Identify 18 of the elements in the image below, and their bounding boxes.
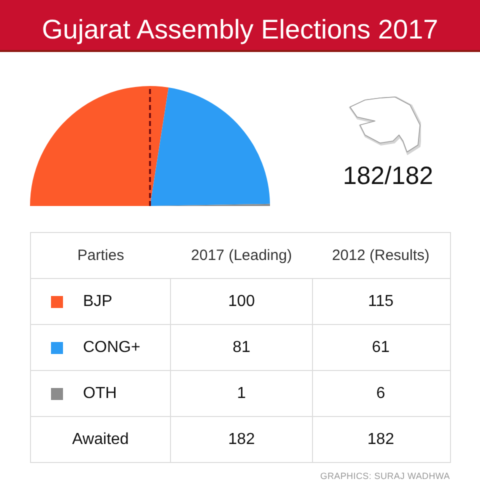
slice-label: 2017 (Leading) <box>191 247 292 264</box>
data-label: 1 <box>237 384 246 402</box>
legend-label: OTH <box>83 384 117 402</box>
legend-title: Parties <box>77 247 124 264</box>
text: 182/182 <box>342 162 434 190</box>
chart-title: Gujarat Assembly Elections 2017 <box>42 14 438 44</box>
data-label: 61 <box>372 338 390 356</box>
text: 182 <box>367 430 394 448</box>
data-label: 115 <box>368 292 394 310</box>
data-label: 6 <box>376 384 386 402</box>
legend-label: BJP <box>83 292 112 310</box>
legend-label: CONG+ <box>83 338 140 356</box>
data-label: 100 <box>228 292 255 310</box>
text: Awaited <box>72 430 129 448</box>
text: 182 <box>228 430 255 448</box>
text: GRAPHICS: SURAJ WADHWA <box>320 471 450 481</box>
text: 2012 (Results) <box>332 247 430 264</box>
data-label: 81 <box>232 338 250 356</box>
